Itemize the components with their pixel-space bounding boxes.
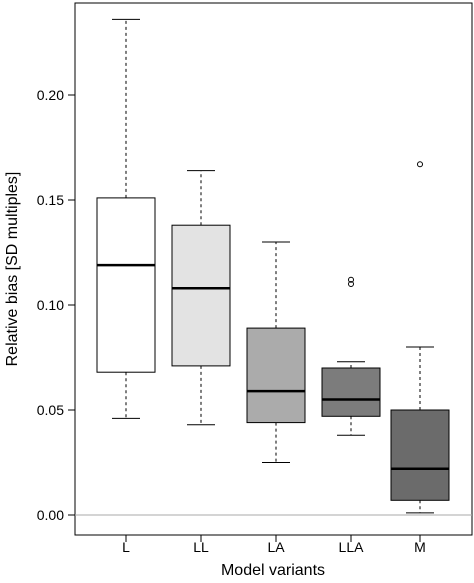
y-tick-label: 0.20 bbox=[37, 87, 64, 103]
x-tick-label: LA bbox=[267, 539, 285, 555]
x-tick-label: LL bbox=[193, 539, 209, 555]
box-group-L bbox=[96, 18, 156, 419]
box-group-LLA bbox=[321, 276, 381, 436]
x-tick-label: L bbox=[122, 539, 130, 555]
y-axis-title: Relative bias [SD multiples] bbox=[4, 172, 21, 367]
x-tick-label: LLA bbox=[339, 539, 365, 555]
y-tick-label: 0.10 bbox=[37, 297, 64, 313]
box-group-LA bbox=[246, 241, 306, 463]
box-iqr bbox=[246, 327, 306, 424]
box-iqr bbox=[96, 197, 156, 373]
box-group-LL bbox=[171, 170, 231, 426]
outlier-point bbox=[348, 281, 354, 287]
box-group-M bbox=[390, 161, 450, 514]
box-iqr bbox=[390, 409, 450, 501]
y-tick-label: 0.15 bbox=[37, 192, 64, 208]
y-tick-label: 0.00 bbox=[37, 507, 64, 523]
box-iqr bbox=[171, 224, 231, 367]
x-tick-label: M bbox=[414, 539, 426, 555]
x-axis-title: Model variants bbox=[221, 562, 325, 579]
outlier-point bbox=[417, 161, 423, 168]
outlier-point bbox=[348, 276, 354, 283]
y-tick-label: 0.05 bbox=[37, 402, 64, 418]
box-iqr bbox=[321, 367, 381, 417]
plot-frame bbox=[74, 2, 473, 536]
